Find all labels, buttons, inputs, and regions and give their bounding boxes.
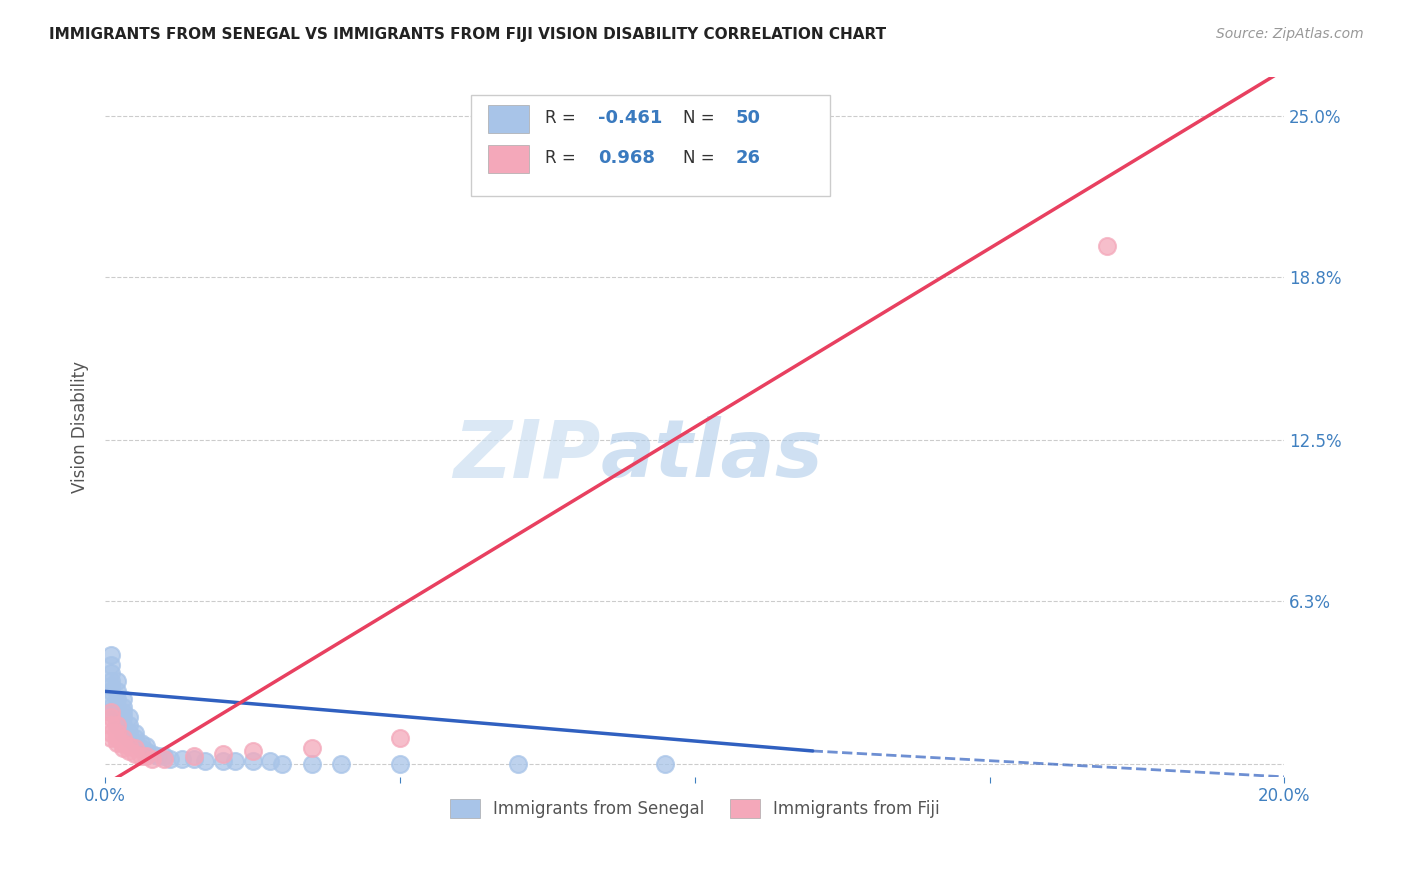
Point xyxy=(259,755,281,769)
Point xyxy=(111,710,134,724)
Point xyxy=(301,741,323,756)
Text: -0.461: -0.461 xyxy=(598,109,662,127)
Point xyxy=(111,705,134,719)
Point xyxy=(124,736,146,750)
Point xyxy=(105,705,128,719)
Point xyxy=(242,744,264,758)
Text: N =: N = xyxy=(683,149,720,167)
Text: R =: R = xyxy=(546,109,581,127)
Point xyxy=(105,736,128,750)
Point xyxy=(141,752,163,766)
Point xyxy=(105,718,128,732)
Point xyxy=(105,673,128,688)
Point xyxy=(111,741,134,756)
Point xyxy=(111,726,134,740)
Point xyxy=(105,726,128,740)
Point xyxy=(654,756,676,771)
Point xyxy=(111,731,134,745)
Point xyxy=(388,731,411,745)
Point xyxy=(100,684,122,698)
Point xyxy=(183,752,205,766)
Point xyxy=(124,747,146,761)
Text: 50: 50 xyxy=(735,109,761,127)
Point xyxy=(118,731,141,745)
Point xyxy=(111,718,134,732)
Point xyxy=(100,705,122,719)
Point xyxy=(135,739,157,753)
Point xyxy=(100,700,122,714)
Text: Source: ZipAtlas.com: Source: ZipAtlas.com xyxy=(1216,27,1364,41)
Point xyxy=(1097,239,1119,253)
Point xyxy=(124,741,146,756)
Point xyxy=(100,679,122,693)
Point xyxy=(100,666,122,681)
Point xyxy=(153,749,176,764)
Point xyxy=(105,684,128,698)
Point xyxy=(271,756,294,771)
Point xyxy=(330,756,353,771)
Text: N =: N = xyxy=(683,109,720,127)
Point xyxy=(105,700,128,714)
Text: ZIP: ZIP xyxy=(453,417,600,494)
Point xyxy=(100,710,122,724)
Point xyxy=(129,749,152,764)
Point xyxy=(506,756,529,771)
Point xyxy=(111,700,134,714)
Point xyxy=(118,718,141,732)
Point xyxy=(100,658,122,673)
Point xyxy=(100,718,122,732)
Point xyxy=(105,731,128,745)
Point xyxy=(124,731,146,745)
Point xyxy=(100,692,122,706)
Point xyxy=(100,673,122,688)
Point xyxy=(118,739,141,753)
Text: 0.968: 0.968 xyxy=(598,149,655,167)
Point xyxy=(105,718,128,732)
Point xyxy=(224,755,246,769)
Point xyxy=(111,692,134,706)
Point xyxy=(111,736,134,750)
FancyBboxPatch shape xyxy=(471,95,831,196)
Point xyxy=(100,648,122,662)
Point xyxy=(153,752,176,766)
Point xyxy=(129,741,152,756)
Point xyxy=(118,710,141,724)
Text: IMMIGRANTS FROM SENEGAL VS IMMIGRANTS FROM FIJI VISION DISABILITY CORRELATION CH: IMMIGRANTS FROM SENEGAL VS IMMIGRANTS FR… xyxy=(49,27,886,42)
Point xyxy=(183,749,205,764)
Point xyxy=(100,731,122,745)
Point xyxy=(124,726,146,740)
Text: atlas: atlas xyxy=(600,417,823,494)
Point xyxy=(135,749,157,764)
Point xyxy=(118,726,141,740)
Point xyxy=(212,747,235,761)
Point xyxy=(141,747,163,761)
Point xyxy=(129,736,152,750)
Point xyxy=(105,692,128,706)
Point xyxy=(212,755,235,769)
Point xyxy=(159,752,181,766)
Point xyxy=(301,756,323,771)
Point xyxy=(148,749,170,764)
Point xyxy=(194,755,217,769)
FancyBboxPatch shape xyxy=(488,105,529,134)
Point xyxy=(242,755,264,769)
Text: 26: 26 xyxy=(735,149,761,167)
Point xyxy=(118,744,141,758)
Point xyxy=(100,705,122,719)
Legend: Immigrants from Senegal, Immigrants from Fiji: Immigrants from Senegal, Immigrants from… xyxy=(443,792,946,824)
Point xyxy=(170,752,193,766)
Point xyxy=(100,726,122,740)
Point xyxy=(105,710,128,724)
Point xyxy=(135,744,157,758)
Text: R =: R = xyxy=(546,149,581,167)
Point xyxy=(388,756,411,771)
Y-axis label: Vision Disability: Vision Disability xyxy=(72,361,89,493)
FancyBboxPatch shape xyxy=(488,145,529,173)
